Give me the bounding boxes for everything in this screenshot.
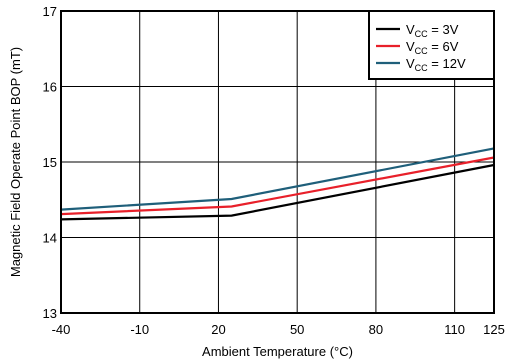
x-tick-label: 50 bbox=[290, 322, 304, 337]
legend-label: VCC = 6V bbox=[406, 39, 459, 56]
series-line-3 bbox=[60, 147, 495, 211]
x-tick-labels: -40 -10 20 50 80 110 125 bbox=[52, 322, 505, 337]
series-line-2 bbox=[60, 156, 495, 216]
x-tick-label: -40 bbox=[52, 322, 71, 337]
y-tick-label: 15 bbox=[43, 155, 57, 170]
y-tick-label: 14 bbox=[43, 231, 57, 246]
y-axis-label: Magnetic Field Operate Point BOP (mT) bbox=[8, 47, 23, 277]
series-line-1 bbox=[60, 163, 495, 221]
y-tick-labels: 13 14 15 16 17 bbox=[43, 4, 57, 321]
x-tick-label: 80 bbox=[369, 322, 383, 337]
y-tick-label: 13 bbox=[43, 306, 57, 321]
x-axis-label: Ambient Temperature (°C) bbox=[202, 344, 353, 359]
legend-label: VCC = 3V bbox=[406, 22, 459, 39]
legend-label: VCC = 12V bbox=[406, 56, 466, 73]
x-tick-label: 125 bbox=[483, 322, 505, 337]
y-tick-label: 17 bbox=[43, 4, 57, 19]
plot-frame bbox=[60, 10, 495, 314]
y-tick-label: 16 bbox=[43, 80, 57, 95]
x-tick-label: -10 bbox=[130, 322, 149, 337]
x-tick-label: 110 bbox=[444, 322, 465, 337]
series-lines bbox=[60, 147, 495, 221]
x-tick-label: 20 bbox=[211, 322, 225, 337]
